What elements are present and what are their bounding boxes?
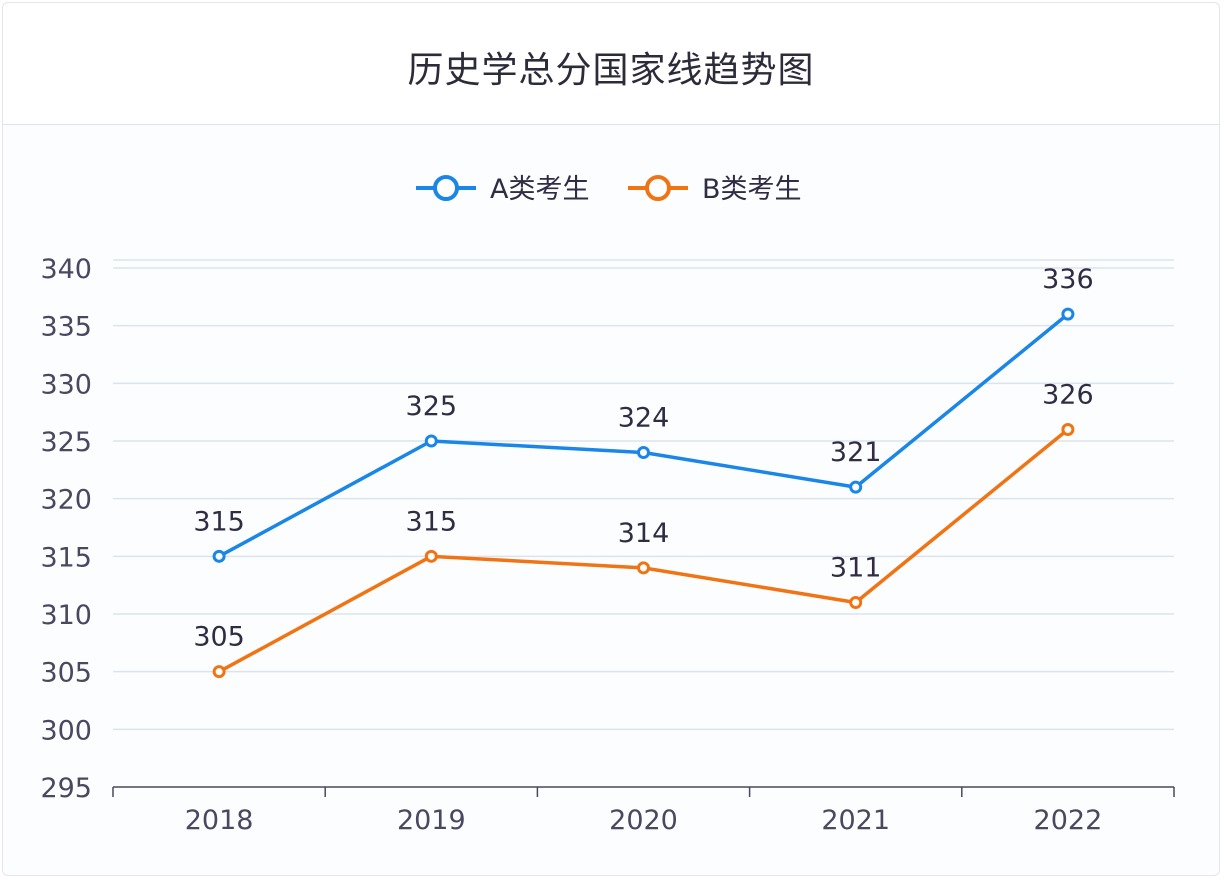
y-tick-label: 325 — [40, 427, 92, 458]
legend-label: A类考生 — [490, 174, 589, 205]
data-label: 314 — [618, 518, 670, 549]
x-tick-label: 2020 — [609, 805, 678, 836]
data-point — [1061, 307, 1075, 321]
y-tick-label: 320 — [40, 485, 92, 516]
data-point — [637, 446, 650, 460]
data-label: 311 — [830, 552, 882, 583]
x-tick-label: 2021 — [821, 805, 890, 836]
data-point — [424, 549, 438, 563]
data-label: 324 — [618, 403, 670, 434]
x-tick-label: 2022 — [1034, 805, 1103, 836]
data-point — [424, 434, 438, 448]
data-point — [849, 480, 863, 494]
legend-marker — [433, 175, 459, 201]
data-label: 305 — [193, 622, 245, 653]
legend-label: B类考生 — [702, 174, 802, 205]
data-label: 325 — [406, 391, 458, 422]
y-tick-label: 310 — [40, 600, 92, 631]
chart-header: 历史学总分国家线趋势图 — [3, 3, 1219, 125]
data-point — [849, 595, 863, 609]
y-tick-label: 305 — [40, 658, 92, 689]
data-label: 321 — [830, 437, 882, 468]
y-tick-label: 295 — [40, 773, 92, 804]
data-point — [212, 549, 226, 563]
y-tick-label: 300 — [40, 715, 92, 746]
data-label: 315 — [406, 506, 458, 537]
data-point — [1061, 422, 1075, 436]
data-label: 315 — [193, 506, 245, 537]
data-point — [212, 665, 226, 679]
data-point — [637, 561, 650, 575]
series-line — [218, 428, 1070, 674]
x-tick-label: 2019 — [397, 805, 466, 836]
chart-title: 历史学总分国家线趋势图 — [407, 50, 815, 91]
y-tick-label: 335 — [40, 312, 92, 343]
y-tick-label: 340 — [40, 254, 92, 285]
data-label: 336 — [1042, 264, 1094, 295]
legend-marker — [645, 175, 671, 201]
y-tick-label: 315 — [40, 542, 92, 573]
x-tick-label: 2018 — [185, 805, 254, 836]
y-tick-label: 330 — [40, 369, 92, 400]
data-label: 326 — [1042, 379, 1094, 410]
